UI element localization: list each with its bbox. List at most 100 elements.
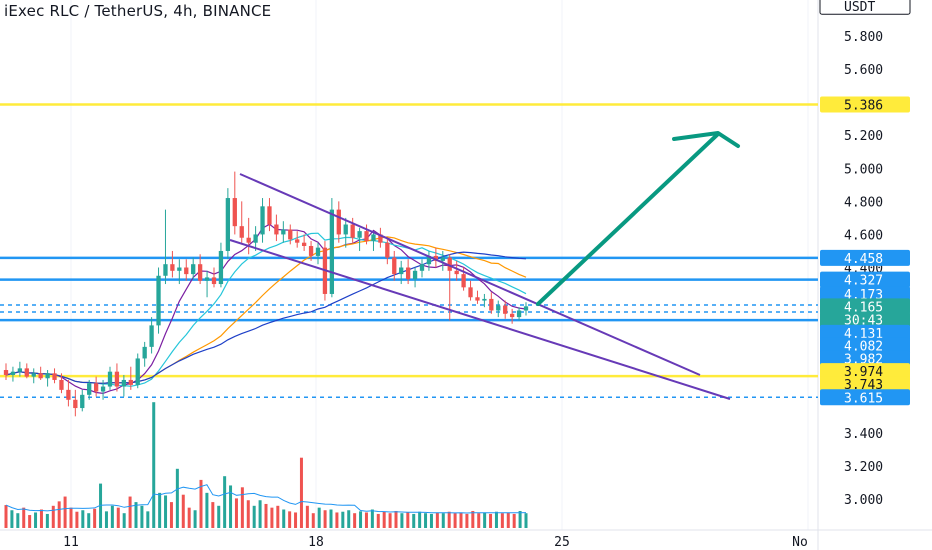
candle-body bbox=[121, 379, 127, 387]
volume-bar bbox=[246, 500, 250, 528]
channel-lower-line[interactable] bbox=[229, 239, 731, 400]
volume-bar bbox=[234, 498, 238, 528]
price-badge-bg bbox=[819, 0, 911, 15]
time-tick-label: 25 bbox=[554, 535, 570, 550]
volume-bar bbox=[87, 513, 91, 528]
candle-body bbox=[38, 373, 43, 379]
volume-bar bbox=[447, 511, 451, 528]
price-badge-bg bbox=[820, 96, 910, 113]
candle-body bbox=[308, 246, 314, 256]
volume-bar bbox=[370, 509, 374, 528]
volume-bar bbox=[406, 512, 410, 528]
volume-bar bbox=[169, 502, 173, 528]
candle-body bbox=[73, 399, 78, 409]
time-tick-label: 11 bbox=[63, 535, 79, 550]
candle-body bbox=[468, 287, 473, 298]
price-tick-label: 5.200 bbox=[844, 129, 883, 144]
candle-body bbox=[350, 224, 355, 238]
candle-body bbox=[31, 373, 36, 377]
candle-body bbox=[114, 371, 120, 387]
candle-body bbox=[177, 267, 182, 271]
volume-bar bbox=[229, 485, 233, 528]
volume-bar bbox=[471, 510, 475, 528]
volume-bar bbox=[175, 468, 179, 528]
price-tick-label: 5.600 bbox=[844, 63, 883, 78]
volume-bar bbox=[376, 513, 380, 528]
candle-body bbox=[149, 325, 154, 347]
volume-bar bbox=[252, 505, 256, 528]
price-tick-label: 3.400 bbox=[844, 427, 883, 442]
candle-body bbox=[87, 383, 92, 395]
volume-bar bbox=[288, 511, 292, 528]
volume-bar bbox=[311, 513, 315, 528]
candle-body bbox=[274, 224, 279, 235]
volume-bar bbox=[128, 496, 132, 528]
volume-bar bbox=[146, 511, 150, 528]
candle-body bbox=[253, 234, 258, 243]
price-badge-bg bbox=[820, 311, 910, 328]
volume-bar bbox=[388, 513, 392, 528]
candle-body bbox=[392, 257, 397, 275]
volume-bar bbox=[494, 511, 498, 528]
volume-bar bbox=[418, 511, 422, 528]
volume-bar bbox=[158, 492, 162, 528]
price-badge-bg bbox=[820, 389, 910, 406]
price-badge-label: 3.615 bbox=[844, 391, 883, 406]
candle-body bbox=[246, 237, 251, 243]
candle-body bbox=[336, 209, 341, 235]
time-tick-label: 18 bbox=[308, 535, 324, 550]
volume-bar bbox=[353, 513, 357, 528]
candle-body bbox=[142, 346, 147, 359]
volume-bar bbox=[75, 511, 79, 528]
candle-body bbox=[204, 277, 210, 281]
volume-bar bbox=[282, 509, 286, 528]
volume-bar bbox=[223, 476, 227, 528]
volume-bar bbox=[335, 512, 339, 528]
candle-body bbox=[475, 297, 480, 301]
volume-bar bbox=[28, 515, 32, 528]
volume-bar bbox=[477, 513, 481, 528]
candle-body bbox=[523, 306, 529, 311]
candle-body bbox=[156, 275, 161, 326]
volume-bar bbox=[22, 507, 26, 528]
time-tick-label: No bbox=[792, 535, 808, 550]
volume-bar bbox=[81, 510, 85, 528]
price-badge-label: 4.327 bbox=[844, 274, 883, 289]
candle-body bbox=[378, 234, 383, 243]
price-tick-label: 4.800 bbox=[844, 195, 883, 210]
moving-average-line bbox=[5, 223, 527, 395]
drawing-tools[interactable] bbox=[229, 131, 740, 400]
candle-body bbox=[315, 247, 321, 256]
candle-body bbox=[433, 255, 439, 261]
candle-body bbox=[80, 394, 85, 409]
volume-bar bbox=[394, 510, 398, 528]
volume-bar bbox=[181, 494, 185, 528]
candle-body bbox=[239, 226, 244, 238]
volume-bar bbox=[34, 512, 38, 528]
volume-bar bbox=[465, 513, 469, 528]
breakout-arrow[interactable] bbox=[536, 132, 720, 306]
volume-bar bbox=[305, 505, 309, 528]
channel-upper-line[interactable] bbox=[239, 173, 701, 376]
volume-bar bbox=[364, 512, 368, 528]
volume-bar bbox=[459, 512, 463, 528]
price-badge-label: 5.386 bbox=[844, 98, 883, 113]
volume-bar bbox=[347, 510, 351, 528]
candle-body bbox=[281, 229, 286, 235]
candle-body bbox=[412, 270, 418, 280]
moving-average-line bbox=[5, 251, 527, 385]
candle-body bbox=[405, 267, 411, 280]
volume-bar bbox=[240, 487, 244, 528]
arrow-head-icon bbox=[672, 131, 740, 148]
volume-bar bbox=[424, 513, 428, 528]
volume-bars bbox=[4, 402, 528, 528]
candle-body bbox=[329, 209, 335, 294]
volume-bar bbox=[506, 512, 510, 528]
price-badge-bg bbox=[820, 298, 910, 315]
price-tick-label: 3.000 bbox=[844, 493, 883, 508]
candle-body bbox=[163, 264, 168, 276]
candle-body bbox=[440, 257, 445, 261]
candle-body bbox=[225, 198, 231, 251]
